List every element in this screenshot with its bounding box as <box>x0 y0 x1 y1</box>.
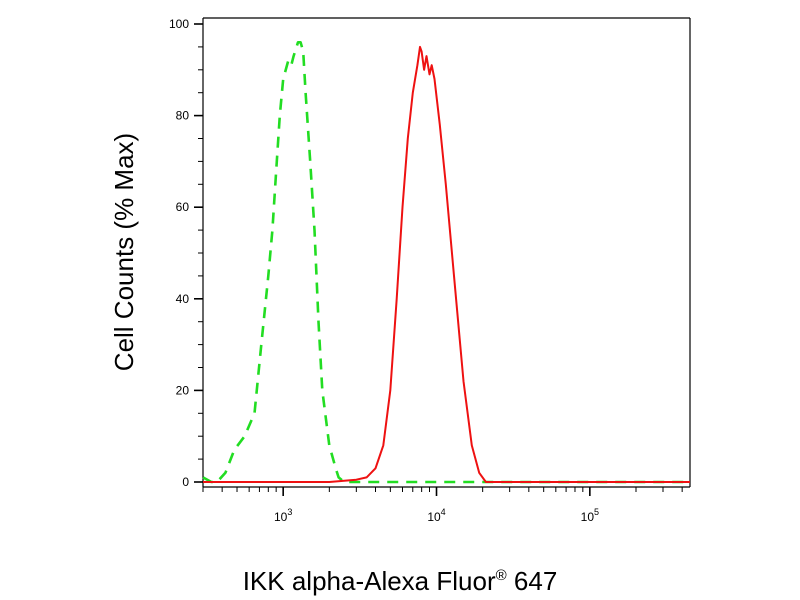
x-axis-ticks: 103 104 105 <box>202 487 683 524</box>
y-tick-label: 60 <box>176 200 190 214</box>
y-tick-label: 20 <box>176 383 190 397</box>
x-axis-title-mark: ® <box>496 567 507 584</box>
y-axis-title: Cell Counts (% Max) <box>109 133 139 371</box>
histogram-series <box>202 40 690 484</box>
y-tick-label: 100 <box>169 17 189 31</box>
series-line-solid <box>203 45 690 483</box>
series-line-dashed <box>202 40 690 484</box>
y-axis-ticks: 0 20 40 60 80 100 <box>169 17 203 489</box>
x-axis-title-suffix: 647 <box>507 566 558 596</box>
x-tick-label: 104 <box>427 507 445 524</box>
x-axis-title-main: IKK alpha-Alexa Fluor <box>243 566 496 596</box>
plot-area <box>202 17 691 488</box>
x-axis-title: IKK alpha-Alexa Fluor® 647 <box>243 566 558 596</box>
x-tick-label: 103 <box>274 507 292 524</box>
y-tick-label: 80 <box>176 109 190 123</box>
y-tick-label: 40 <box>176 292 190 306</box>
y-tick-label: 0 <box>182 475 189 489</box>
x-tick-label: 105 <box>581 507 599 524</box>
